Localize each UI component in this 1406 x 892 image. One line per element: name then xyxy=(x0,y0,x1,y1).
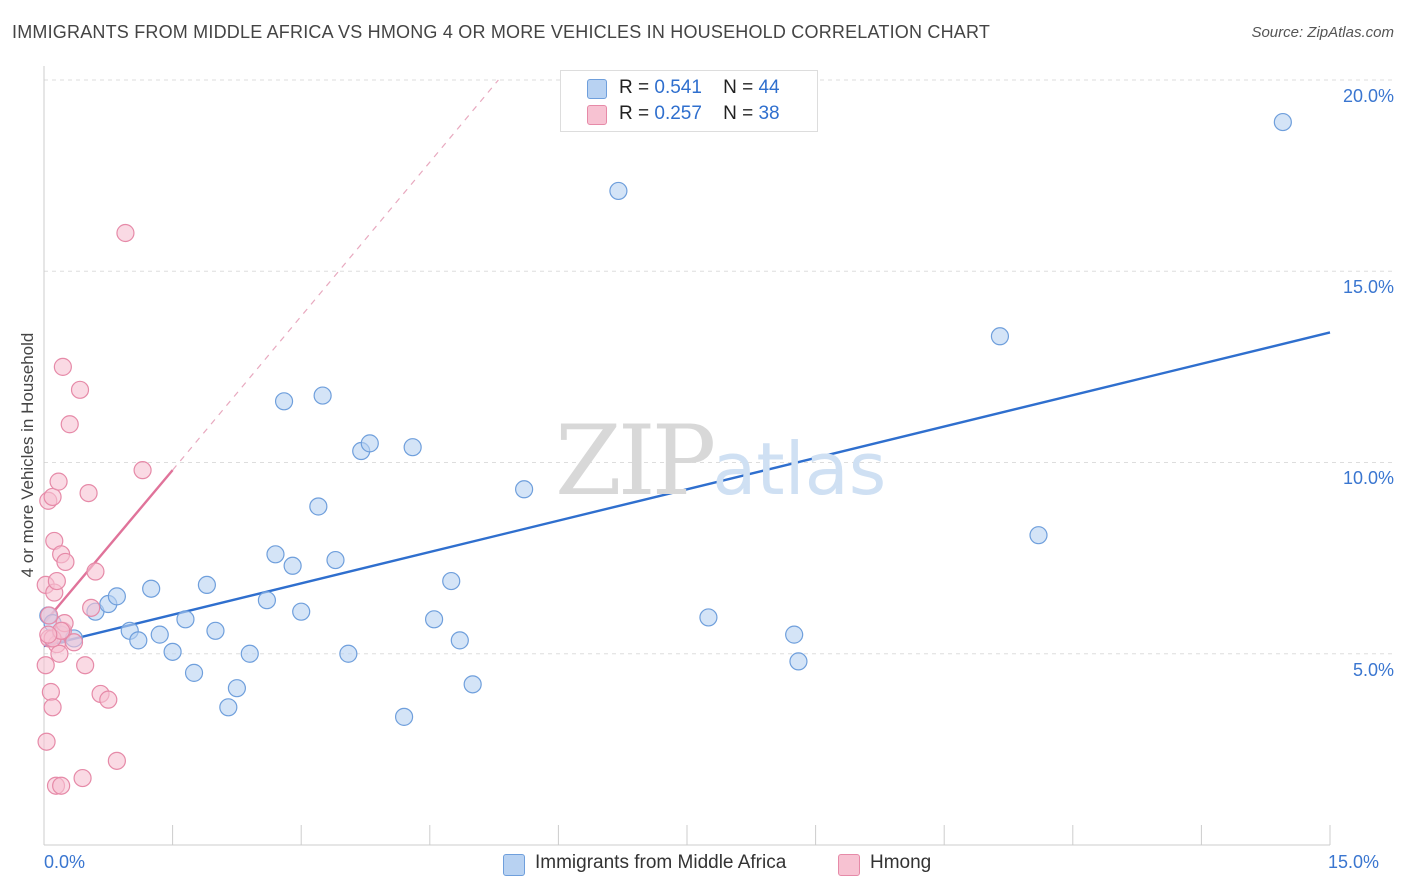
y-tick-label-5: 5.0% xyxy=(1352,660,1394,680)
point-middle-africa xyxy=(339,644,358,663)
point-middle-africa xyxy=(219,698,238,717)
point-hmong xyxy=(60,415,79,434)
pink-swatch xyxy=(587,105,607,125)
point-middle-africa xyxy=(227,679,246,698)
n-label: N = xyxy=(723,77,754,98)
point-middle-africa xyxy=(240,644,259,663)
point-middle-africa xyxy=(424,610,444,629)
point-hmong xyxy=(52,776,71,795)
x-tick-label-min: 0.0% xyxy=(44,852,86,872)
point-middle-africa xyxy=(360,434,379,453)
watermark-zip: ZIP xyxy=(555,405,716,517)
point-middle-africa xyxy=(785,625,804,644)
point-middle-africa xyxy=(789,652,808,671)
point-hmong xyxy=(64,633,84,652)
point-middle-africa xyxy=(515,480,534,499)
point-hmong xyxy=(107,751,126,770)
point-middle-africa xyxy=(403,438,422,457)
point-middle-africa xyxy=(313,386,332,405)
axes xyxy=(43,66,1331,846)
point-hmong xyxy=(133,461,152,480)
point-middle-africa xyxy=(283,556,302,575)
point-middle-africa xyxy=(609,181,628,201)
n-label: N = xyxy=(723,103,754,124)
point-middle-africa xyxy=(257,591,277,610)
point-hmong xyxy=(40,606,59,625)
correlation-legend: R = 0.541 N = 44 R = 0.257 N = 38 xyxy=(560,70,818,132)
point-hmong xyxy=(116,223,135,243)
point-hmong xyxy=(49,472,68,491)
point-hmong xyxy=(70,380,90,399)
series-legend: Immigrants from Middle Africa Hmong xyxy=(0,850,1406,880)
trend-lines xyxy=(43,79,1331,648)
point-hmong xyxy=(50,644,69,663)
point-middle-africa xyxy=(990,327,1010,346)
trend-line-hmong xyxy=(43,469,174,624)
point-middle-africa xyxy=(1029,526,1048,545)
point-hmong xyxy=(47,571,66,591)
n-value: 44 xyxy=(758,77,780,98)
point-middle-africa xyxy=(442,571,461,591)
point-hmong xyxy=(37,732,56,751)
point-hmong xyxy=(43,698,62,717)
blue-swatch xyxy=(587,79,607,99)
point-hmong xyxy=(99,690,118,709)
data-points xyxy=(36,112,1292,795)
point-middle-africa xyxy=(463,675,482,694)
point-middle-africa xyxy=(129,631,148,650)
point-middle-africa xyxy=(266,545,285,564)
point-hmong xyxy=(39,625,58,644)
watermark: ZIPatlas xyxy=(555,405,886,517)
blue-swatch xyxy=(503,854,525,876)
point-hmong xyxy=(56,552,75,572)
y-axis-label: 4 or more Vehicles in Household xyxy=(18,332,37,578)
trend-line-middle-africa xyxy=(43,331,1331,648)
point-middle-africa xyxy=(274,392,294,411)
watermark-atlas: atlas xyxy=(712,427,887,511)
r-label: R = xyxy=(619,103,650,124)
point-hmong xyxy=(43,487,62,507)
point-middle-africa xyxy=(292,602,311,621)
x-tick-label-max: 15.0% xyxy=(1328,852,1380,872)
trend-line-hmong-extension xyxy=(172,79,499,471)
point-hmong xyxy=(73,768,92,788)
r-value: 0.257 xyxy=(654,103,702,124)
point-middle-africa xyxy=(150,625,169,644)
point-hmong xyxy=(86,562,105,581)
n-value: 38 xyxy=(758,103,780,124)
point-middle-africa xyxy=(184,663,204,682)
point-middle-africa xyxy=(326,550,345,570)
point-middle-africa xyxy=(197,575,216,595)
point-hmong xyxy=(76,656,95,675)
y-tick-label-10: 10.0% xyxy=(1342,468,1394,488)
point-hmong xyxy=(53,357,72,376)
source-label: Source: ZipAtlas.com xyxy=(1251,24,1394,41)
y-tick-label-20: 20.0% xyxy=(1342,86,1394,106)
point-hmong xyxy=(41,682,60,702)
point-middle-africa xyxy=(450,631,469,650)
point-middle-africa xyxy=(142,579,161,598)
pink-swatch xyxy=(838,854,860,876)
point-hmong xyxy=(36,656,55,675)
point-middle-africa xyxy=(176,610,195,629)
point-hmong xyxy=(79,484,98,503)
point-middle-africa xyxy=(1273,112,1292,132)
r-value: 0.541 xyxy=(654,77,702,98)
chart-title: IMMIGRANTS FROM MIDDLE AFRICA VS HMONG 4… xyxy=(12,22,991,42)
point-middle-africa xyxy=(394,707,414,726)
point-middle-africa xyxy=(699,608,718,627)
legend-label: Hmong xyxy=(870,852,932,873)
point-middle-africa xyxy=(163,642,182,661)
r-label: R = xyxy=(619,77,650,98)
y-tick-label-15: 15.0% xyxy=(1342,277,1394,297)
legend-label: Immigrants from Middle Africa xyxy=(535,852,787,873)
point-middle-africa xyxy=(309,497,328,516)
point-hmong xyxy=(82,598,101,617)
point-middle-africa xyxy=(206,621,225,640)
point-middle-africa xyxy=(107,587,126,606)
